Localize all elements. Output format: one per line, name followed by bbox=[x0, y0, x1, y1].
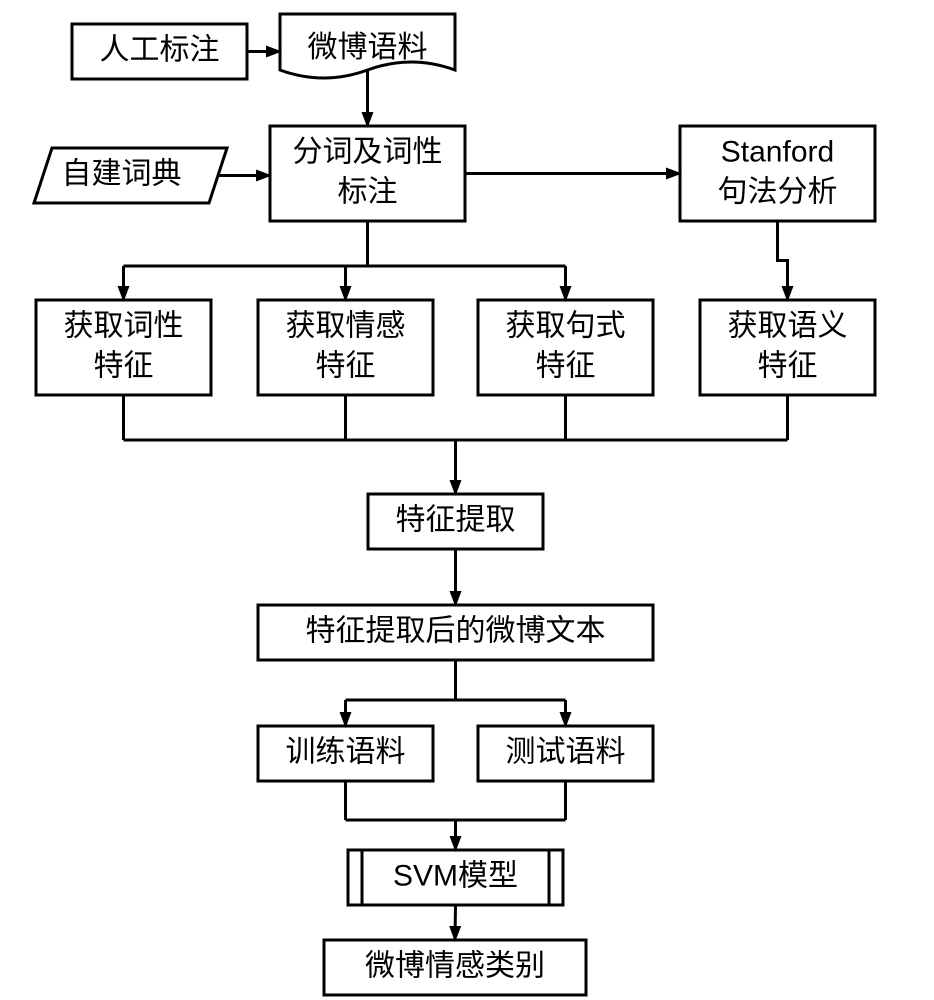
node-label: 句法分析 bbox=[718, 175, 838, 208]
node-segmentation: 分词及词性标注 bbox=[270, 126, 465, 221]
node-label: 获取语义 bbox=[728, 309, 848, 342]
edge bbox=[778, 221, 788, 300]
edge bbox=[455, 905, 456, 940]
node-label: SVM模型 bbox=[393, 859, 518, 892]
node-label: 微博语料 bbox=[308, 31, 428, 64]
node-feature_extract: 特征提取 bbox=[368, 494, 543, 549]
node-label: 自建词典 bbox=[62, 157, 182, 190]
flowchart-svg: 人工标注微博语料自建词典分词及词性标注Stanford句法分析获取词性特征获取情… bbox=[0, 0, 934, 1000]
node-feat_sentence: 获取句式特征 bbox=[478, 300, 653, 395]
node-label: 人工标注 bbox=[100, 33, 220, 66]
node-feat_sentiment: 获取情感特征 bbox=[258, 300, 433, 395]
node-label: 分词及词性 bbox=[293, 135, 443, 168]
node-result: 微博情感类别 bbox=[324, 940, 586, 995]
node-custom_dict: 自建词典 bbox=[34, 148, 227, 203]
node-label: 特征 bbox=[758, 349, 818, 382]
node-label: 特征提取 bbox=[396, 503, 516, 536]
node-manual_annotation: 人工标注 bbox=[72, 24, 247, 79]
node-stanford: Stanford 句法分析 bbox=[680, 126, 875, 221]
node-weibo_corpus: 微博语料 bbox=[280, 14, 455, 78]
node-feat_pos: 获取词性特征 bbox=[36, 300, 211, 395]
node-label: 测试语料 bbox=[506, 735, 626, 768]
node-extracted_text: 特征提取后的微博文本 bbox=[258, 605, 653, 660]
node-label: 标注 bbox=[338, 175, 398, 208]
node-label: 特征提取后的微博文本 bbox=[306, 614, 606, 647]
node-label: 获取句式 bbox=[506, 309, 626, 342]
node-feat_semantic: 获取语义特征 bbox=[700, 300, 875, 395]
node-test_corpus: 测试语料 bbox=[478, 726, 653, 781]
node-train_corpus: 训练语料 bbox=[258, 726, 433, 781]
node-svm_model: SVM模型 bbox=[348, 850, 563, 905]
node-label: 特征 bbox=[316, 349, 376, 382]
node-label: 特征 bbox=[536, 349, 596, 382]
node-label: 特征 bbox=[94, 349, 154, 382]
node-label: 训练语料 bbox=[286, 735, 406, 768]
node-label: 获取词性 bbox=[64, 309, 184, 342]
node-label: Stanford bbox=[721, 135, 834, 168]
node-label: 微博情感类别 bbox=[365, 949, 545, 982]
node-label: 获取情感 bbox=[286, 309, 406, 342]
